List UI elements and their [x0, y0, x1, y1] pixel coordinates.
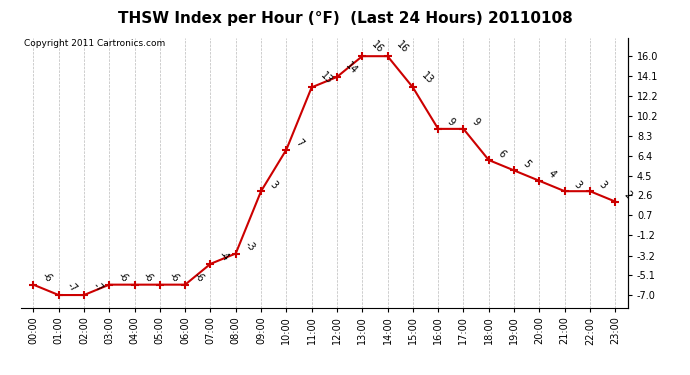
- Text: -6: -6: [141, 270, 155, 284]
- Text: -6: -6: [116, 270, 130, 284]
- Text: -7: -7: [91, 280, 105, 294]
- Text: Copyright 2011 Cartronics.com: Copyright 2011 Cartronics.com: [23, 39, 165, 48]
- Text: -7: -7: [66, 280, 79, 294]
- Text: 6: 6: [495, 148, 507, 159]
- Text: 7: 7: [293, 137, 305, 149]
- Text: -3: -3: [243, 239, 257, 253]
- Text: 13: 13: [319, 71, 335, 87]
- Text: 2: 2: [622, 189, 633, 201]
- Text: 3: 3: [597, 179, 609, 190]
- Text: 3: 3: [268, 179, 279, 190]
- Text: 16: 16: [369, 40, 385, 56]
- Text: 13: 13: [420, 71, 435, 87]
- Text: 16: 16: [395, 40, 411, 56]
- Text: 9: 9: [471, 117, 482, 128]
- Text: THSW Index per Hour (°F)  (Last 24 Hours) 20110108: THSW Index per Hour (°F) (Last 24 Hours)…: [117, 11, 573, 26]
- Text: 4: 4: [546, 169, 558, 180]
- Text: -4: -4: [217, 249, 231, 263]
- Text: 9: 9: [445, 117, 457, 128]
- Text: -6: -6: [40, 270, 55, 284]
- Text: -6: -6: [167, 270, 181, 284]
- Text: -6: -6: [192, 270, 206, 284]
- Text: 5: 5: [521, 158, 533, 170]
- Text: 14: 14: [344, 60, 359, 76]
- Text: 3: 3: [571, 179, 583, 190]
